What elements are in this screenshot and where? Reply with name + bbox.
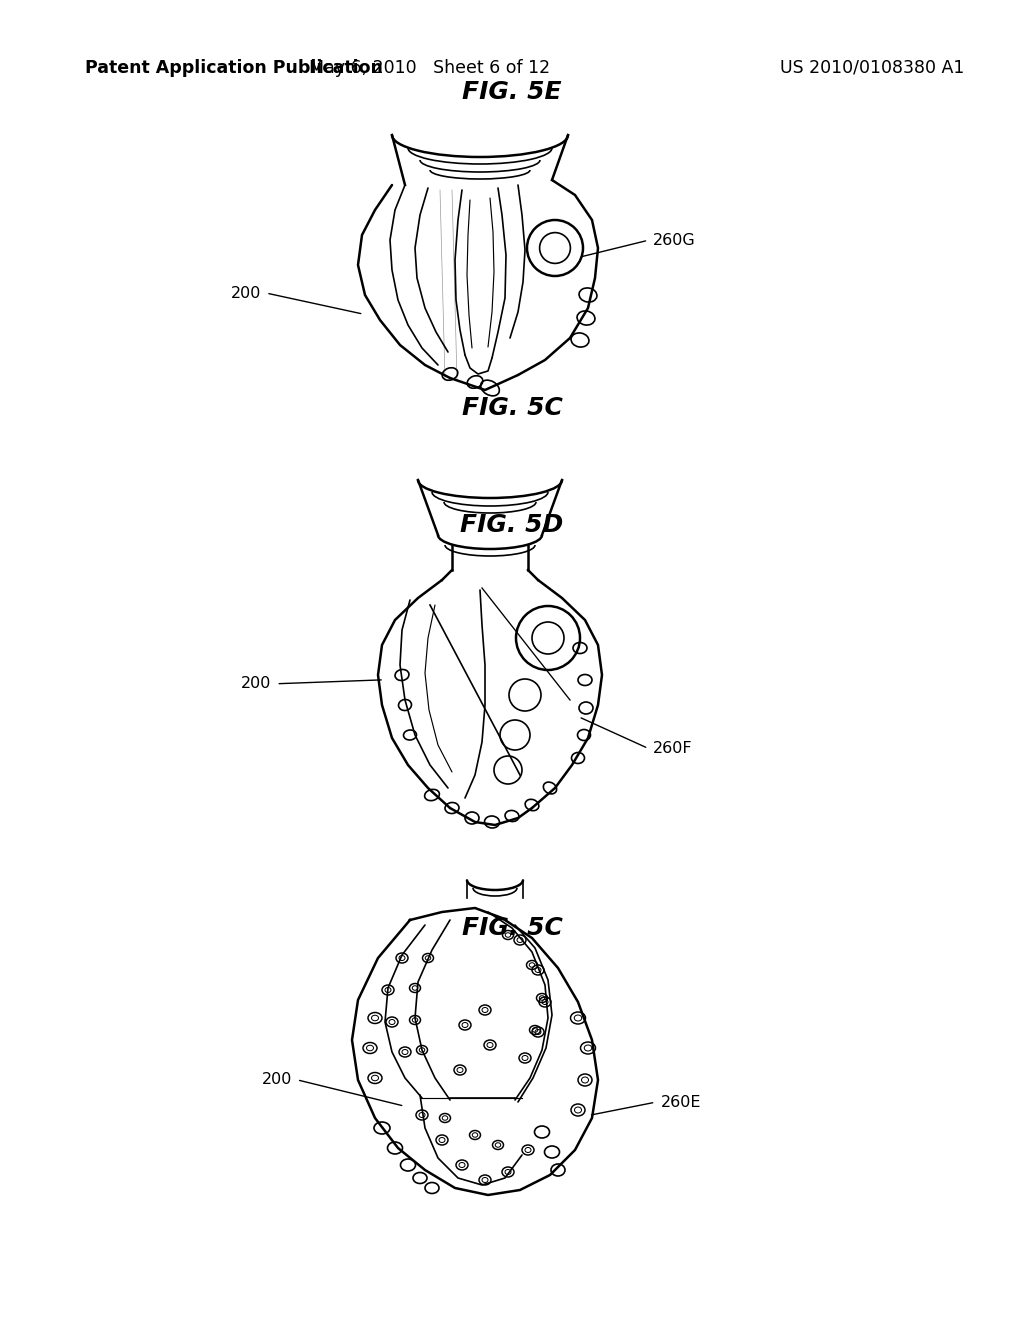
Text: 260F: 260F	[653, 741, 693, 756]
Text: FIG. 5C: FIG. 5C	[462, 396, 562, 420]
Text: 260G: 260G	[653, 232, 696, 248]
Text: US 2010/0108380 A1: US 2010/0108380 A1	[780, 59, 965, 77]
Text: Patent Application Publication: Patent Application Publication	[85, 59, 383, 77]
Text: FIG. 5E: FIG. 5E	[462, 81, 562, 104]
Text: FIG. 5D: FIG. 5D	[461, 513, 563, 537]
Text: 200: 200	[241, 676, 271, 692]
Text: FIG. 5C: FIG. 5C	[462, 916, 562, 940]
Text: May 6, 2010   Sheet 6 of 12: May 6, 2010 Sheet 6 of 12	[309, 59, 551, 77]
Text: 200: 200	[261, 1072, 292, 1088]
Text: 260E: 260E	[660, 1094, 701, 1110]
Text: 200: 200	[230, 285, 261, 301]
